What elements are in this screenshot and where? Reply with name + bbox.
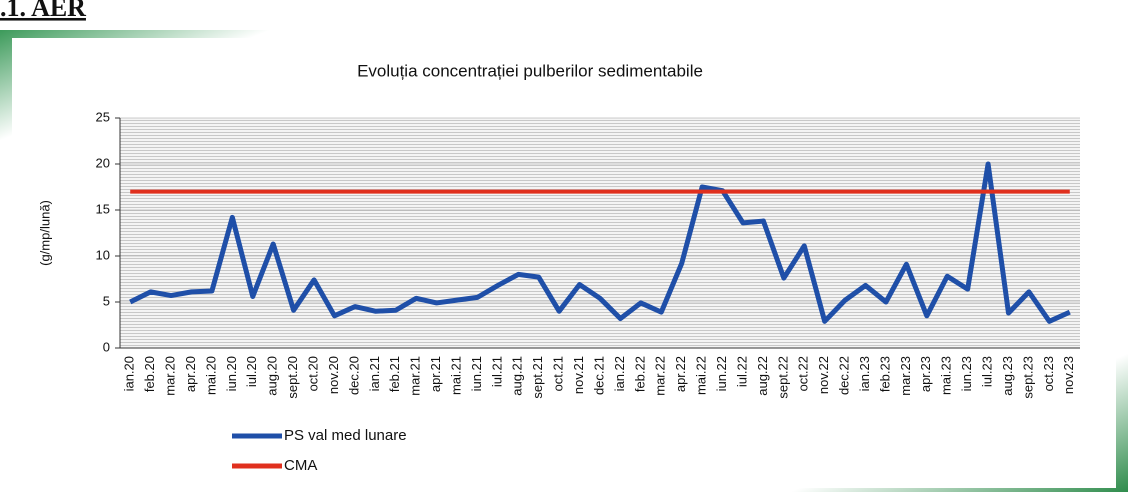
plot-area [120, 118, 1080, 348]
heading: .1. AER [0, 0, 86, 22]
legend-label: CMA [284, 457, 317, 474]
x-tick-label: apr.23 [918, 356, 933, 392]
x-tick-label: mar.23 [898, 356, 913, 396]
x-tick-label: oct.21 [551, 356, 566, 391]
x-tick-label: feb.23 [877, 356, 892, 392]
x-tick-label: apr.21 [428, 356, 443, 392]
x-tick-label: sept.23 [1020, 356, 1035, 399]
y-axis-label: (g/mp/lună) [37, 200, 52, 266]
x-tick-label: dec.20 [346, 356, 361, 395]
x-tick-label: mai.21 [448, 356, 463, 395]
y-tick-label: 10 [96, 247, 110, 262]
x-tick-label: feb.20 [142, 356, 157, 392]
x-tick-label: aug.22 [755, 356, 770, 396]
x-tick-label: feb.22 [632, 356, 647, 392]
x-tick-label: aug.21 [510, 356, 525, 396]
series-line [129, 161, 1071, 324]
x-tick-label: oct.22 [796, 356, 811, 391]
x-tick-label: nov.22 [816, 356, 831, 394]
x-tick-label: iun.23 [959, 356, 974, 391]
y-tick-label: 15 [96, 201, 110, 216]
x-tick-label: nov.21 [571, 356, 586, 394]
x-tick-label: dec.22 [837, 356, 852, 395]
x-tick-label: aug.20 [265, 356, 280, 396]
x-tick-label: mar.22 [653, 356, 668, 396]
x-tick-label: mar.20 [163, 356, 178, 396]
x-tick-label: sept.21 [530, 356, 545, 399]
x-tick-label: apr.22 [673, 356, 688, 392]
x-tick-label: oct.20 [305, 356, 320, 391]
x-tick-label: feb.21 [387, 356, 402, 392]
x-tick-label: ian.22 [612, 356, 627, 391]
y-tick-label: 5 [103, 293, 110, 308]
x-tick-label: nov.20 [326, 356, 341, 394]
x-tick-label: sept.20 [285, 356, 300, 399]
x-tick-label: dec.21 [591, 356, 606, 395]
x-tick-label: iun.20 [224, 356, 239, 391]
legend-label: PS val med lunare [284, 427, 407, 444]
x-tick-label: oct.23 [1041, 356, 1056, 391]
x-tick-label: mai.23 [939, 356, 954, 395]
x-tick-label: nov.23 [1061, 356, 1076, 394]
x-tick-label: iun.22 [714, 356, 729, 391]
x-tick-label: ian.20 [122, 356, 137, 391]
x-tick-label: iul.21 [489, 356, 504, 387]
y-tick-label: 25 [96, 109, 110, 124]
x-tick-label: mai.22 [694, 356, 709, 395]
x-tick-label: mar.21 [408, 356, 423, 396]
x-tick-label: mai.20 [203, 356, 218, 395]
x-tick-label: ian.23 [857, 356, 872, 391]
x-tick-label: ian.21 [367, 356, 382, 391]
chart-title: Evoluția concentrației pulberilor sedime… [357, 61, 703, 80]
x-tick-label: iul.22 [734, 356, 749, 387]
x-tick-label: iul.20 [244, 356, 259, 387]
x-tick-label: sept.22 [775, 356, 790, 399]
y-tick-label: 0 [103, 339, 110, 354]
x-tick-label: iun.21 [469, 356, 484, 391]
x-tick-label: iul.23 [980, 356, 995, 387]
x-tick-label: aug.23 [1000, 356, 1015, 396]
x-tick-label: apr.20 [183, 356, 198, 392]
y-tick-label: 20 [96, 155, 110, 170]
